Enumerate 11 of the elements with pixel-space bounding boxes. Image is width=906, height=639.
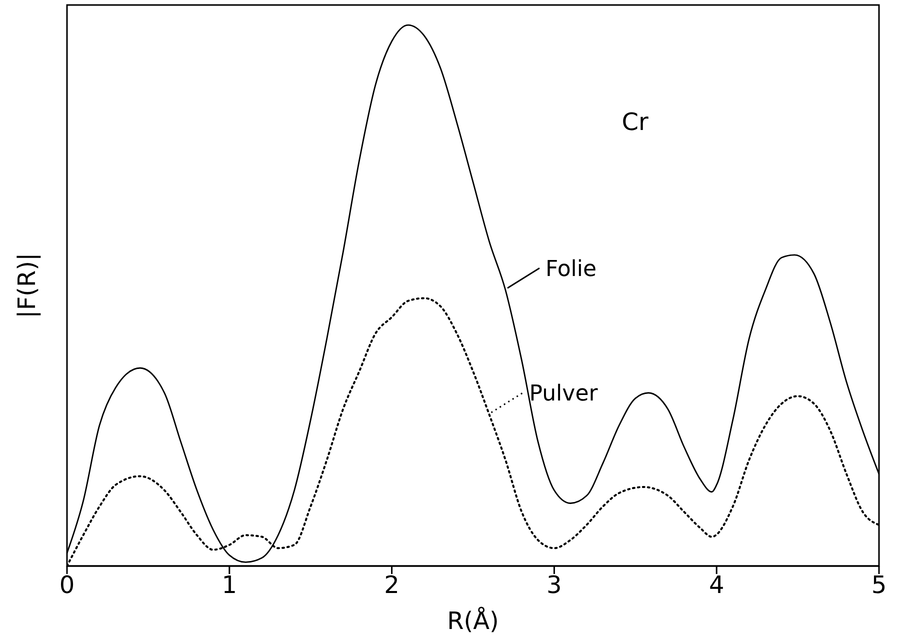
legend-label: Folie [545, 257, 597, 282]
x-tick-label: 4 [708, 571, 724, 600]
x-tick-label: 1 [222, 571, 238, 600]
y-axis-title: |F(R)| [13, 252, 41, 318]
x-tick-label: 0 [59, 571, 75, 600]
x-tick-label: 2 [384, 571, 400, 600]
legend-label: Pulver [529, 382, 599, 407]
x-tick-label: 5 [871, 571, 887, 600]
x-axis-title: R(Å) [447, 606, 499, 635]
x-tick-label: 3 [546, 571, 562, 600]
annotation: Cr [622, 108, 648, 136]
